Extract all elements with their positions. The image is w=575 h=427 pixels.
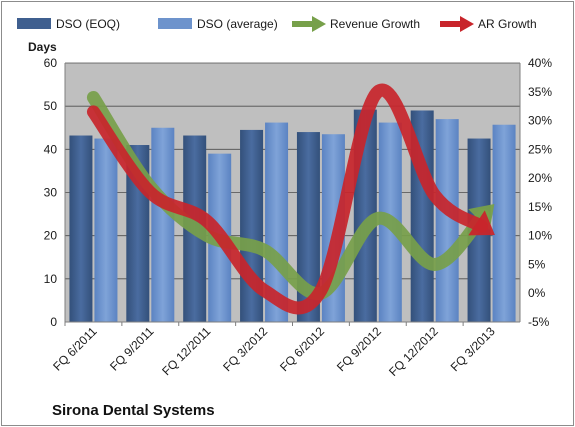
legend-swatch-dso-eoq: [17, 18, 51, 29]
legend-label-ar-growth: AR Growth: [478, 17, 537, 31]
bar-dso-average: [435, 119, 459, 322]
bar-dso-average: [151, 127, 175, 322]
y2-tick-label: 10%: [528, 229, 552, 243]
legend-label-dso-average: DSO (average): [197, 17, 278, 31]
ar-growth-arrowhead: [468, 210, 495, 236]
chart-title: Sirona Dental Systems: [52, 402, 215, 419]
legend-label-revenue-growth: Revenue Growth: [330, 17, 420, 31]
x-tick-label: FQ 3/2012: [220, 324, 270, 374]
y-tick-label: 60: [44, 56, 58, 70]
bar-dso-average: [94, 138, 118, 322]
y2-axis-ticks: -5% 0% 5% 10% 15% 20% 25% 30% 35% 40%: [528, 56, 552, 329]
bar-dso-eoq: [296, 132, 320, 322]
y2-tick-label: 25%: [528, 142, 552, 156]
y2-tick-label: 0%: [528, 286, 546, 300]
x-tick-label: FQ 3/2013: [448, 324, 498, 374]
y-tick-label: 40: [44, 142, 58, 156]
x-tick-label: FQ 12/2011: [159, 324, 213, 378]
x-tick-label: FQ 9/2012: [334, 324, 384, 374]
legend-arrow-revenue-growth: [292, 16, 326, 32]
x-tick-label: FQ 12/2012: [386, 324, 441, 379]
y2-tick-label: 35%: [528, 85, 552, 99]
y-tick-label: 50: [44, 99, 58, 113]
y2-tick-label: 40%: [528, 56, 552, 70]
bars: [69, 109, 516, 323]
y-tick-label: 10: [44, 272, 58, 286]
y-tick-label: 20: [44, 229, 58, 243]
y-tick-label: 0: [50, 315, 57, 329]
legend-label-dso-eoq: DSO (EOQ): [56, 17, 120, 31]
y-axis-ticks: 0 10 20 30 40 50 60: [44, 56, 58, 329]
y2-tick-label: 30%: [528, 114, 552, 128]
y2-tick-label: 5%: [528, 257, 546, 271]
y2-tick-label: 15%: [528, 200, 552, 214]
y-tick-label: 30: [44, 186, 58, 200]
x-tick-label: FQ 6/2012: [277, 324, 327, 374]
bar-dso-average: [492, 124, 516, 322]
growth-lines: [86, 83, 495, 315]
x-tick-label: FQ 9/2011: [107, 324, 157, 374]
legend-arrow-ar-growth: [440, 16, 474, 32]
legend-swatch-dso-average: [158, 18, 192, 29]
legend: DSO (EOQ) DSO (average) Revenue Growth A…: [17, 16, 537, 32]
y-axis-label: Days: [28, 40, 57, 54]
y2-tick-label: 20%: [528, 171, 552, 185]
y2-tick-label: -5%: [528, 315, 550, 329]
x-axis-ticks: FQ 6/2011 FQ 9/2011 FQ 12/2011 FQ 3/2012 FQ …: [50, 322, 498, 379]
x-tick-label: FQ 6/2011: [50, 324, 100, 374]
ar-growth-line: [86, 83, 489, 315]
bar-dso-eoq: [69, 135, 93, 322]
